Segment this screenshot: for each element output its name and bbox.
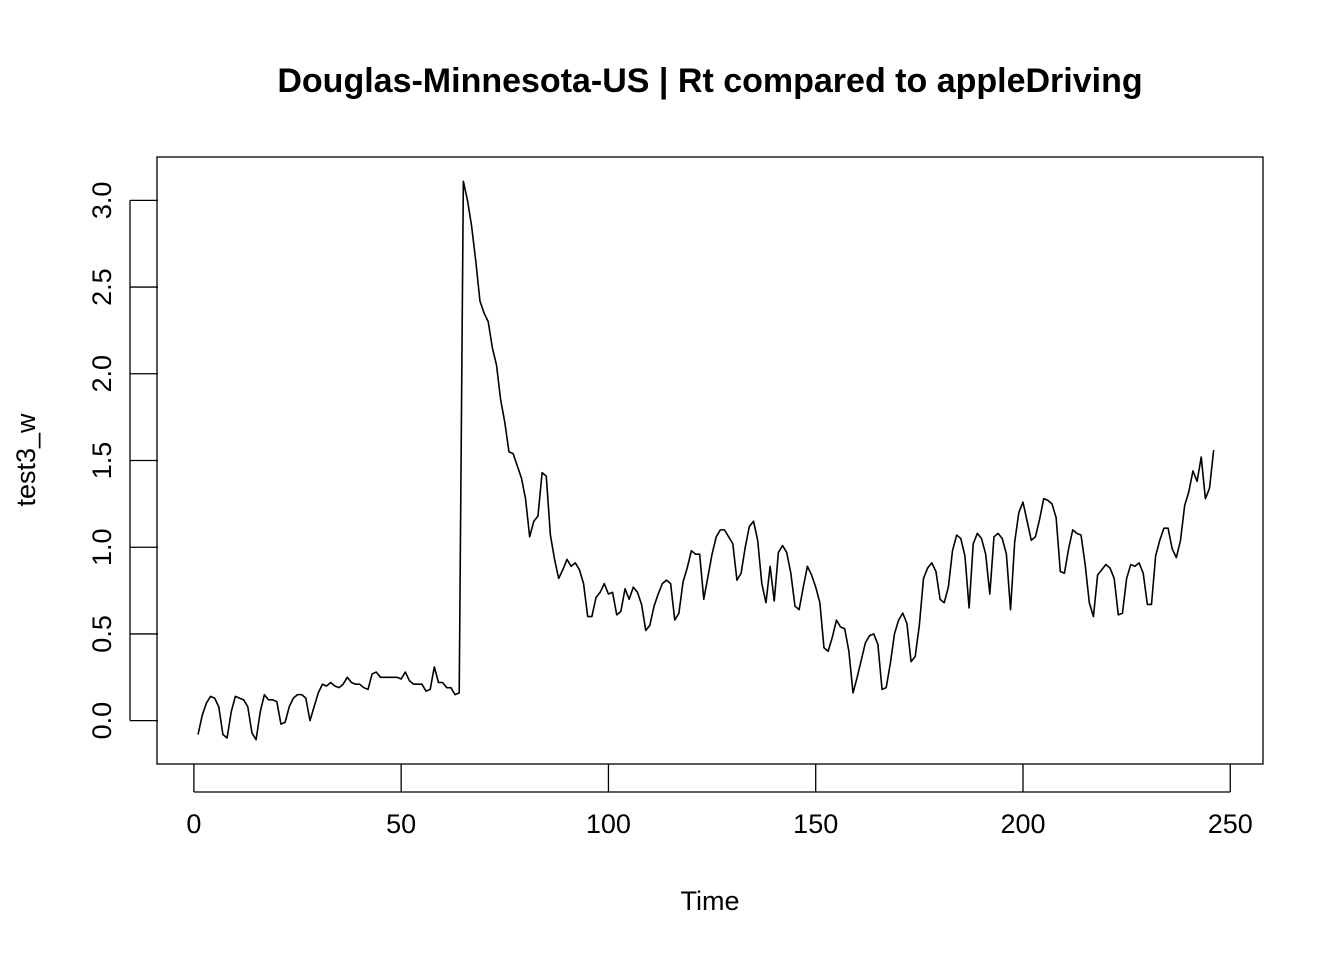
- plot-area: [197, 180, 1215, 741]
- y-tick-label: 2.5: [87, 268, 117, 306]
- x-tick-label: 100: [586, 809, 631, 839]
- x-axis: 0 50 100 150 200 250: [186, 764, 1253, 839]
- y-axis-label: test3_w: [11, 413, 41, 507]
- y-tick-label: 2.0: [87, 355, 117, 393]
- x-tick-label: 150: [793, 809, 838, 839]
- y-axis: 0.0 0.5 1.0 1.5 2.0 2.5 3.0: [87, 182, 158, 740]
- x-axis-label: Time: [681, 886, 740, 916]
- x-tick-label: 50: [386, 809, 416, 839]
- y-tick-label: 0.5: [87, 615, 117, 653]
- series-line: [197, 180, 1215, 741]
- chart-title: Douglas-Minnesota-US | Rt compared to ap…: [277, 62, 1142, 100]
- y-tick-label: 1.5: [87, 442, 117, 480]
- x-tick-label: 0: [186, 809, 201, 839]
- x-tick-label: 200: [1000, 809, 1045, 839]
- x-tick-label: 250: [1208, 809, 1253, 839]
- y-tick-label: 1.0: [87, 528, 117, 566]
- plot-frame: [156, 156, 1264, 765]
- y-tick-label: 0.0: [87, 702, 117, 740]
- y-tick-label: 3.0: [87, 182, 117, 220]
